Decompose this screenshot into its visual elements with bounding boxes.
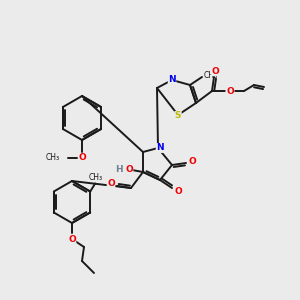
- Text: O: O: [68, 235, 76, 244]
- Text: O: O: [107, 179, 115, 188]
- Text: O: O: [174, 187, 182, 196]
- Text: O: O: [125, 166, 133, 175]
- Text: CH₃: CH₃: [46, 154, 60, 163]
- Text: H: H: [115, 164, 123, 173]
- Text: CH₃: CH₃: [204, 71, 218, 80]
- Text: N: N: [156, 143, 164, 152]
- Text: N: N: [168, 74, 176, 83]
- Text: O: O: [78, 154, 86, 163]
- Text: CH₃: CH₃: [89, 173, 103, 182]
- Text: S: S: [175, 112, 181, 121]
- Text: O: O: [188, 158, 196, 166]
- Text: O: O: [226, 86, 234, 95]
- Text: O: O: [211, 67, 219, 76]
